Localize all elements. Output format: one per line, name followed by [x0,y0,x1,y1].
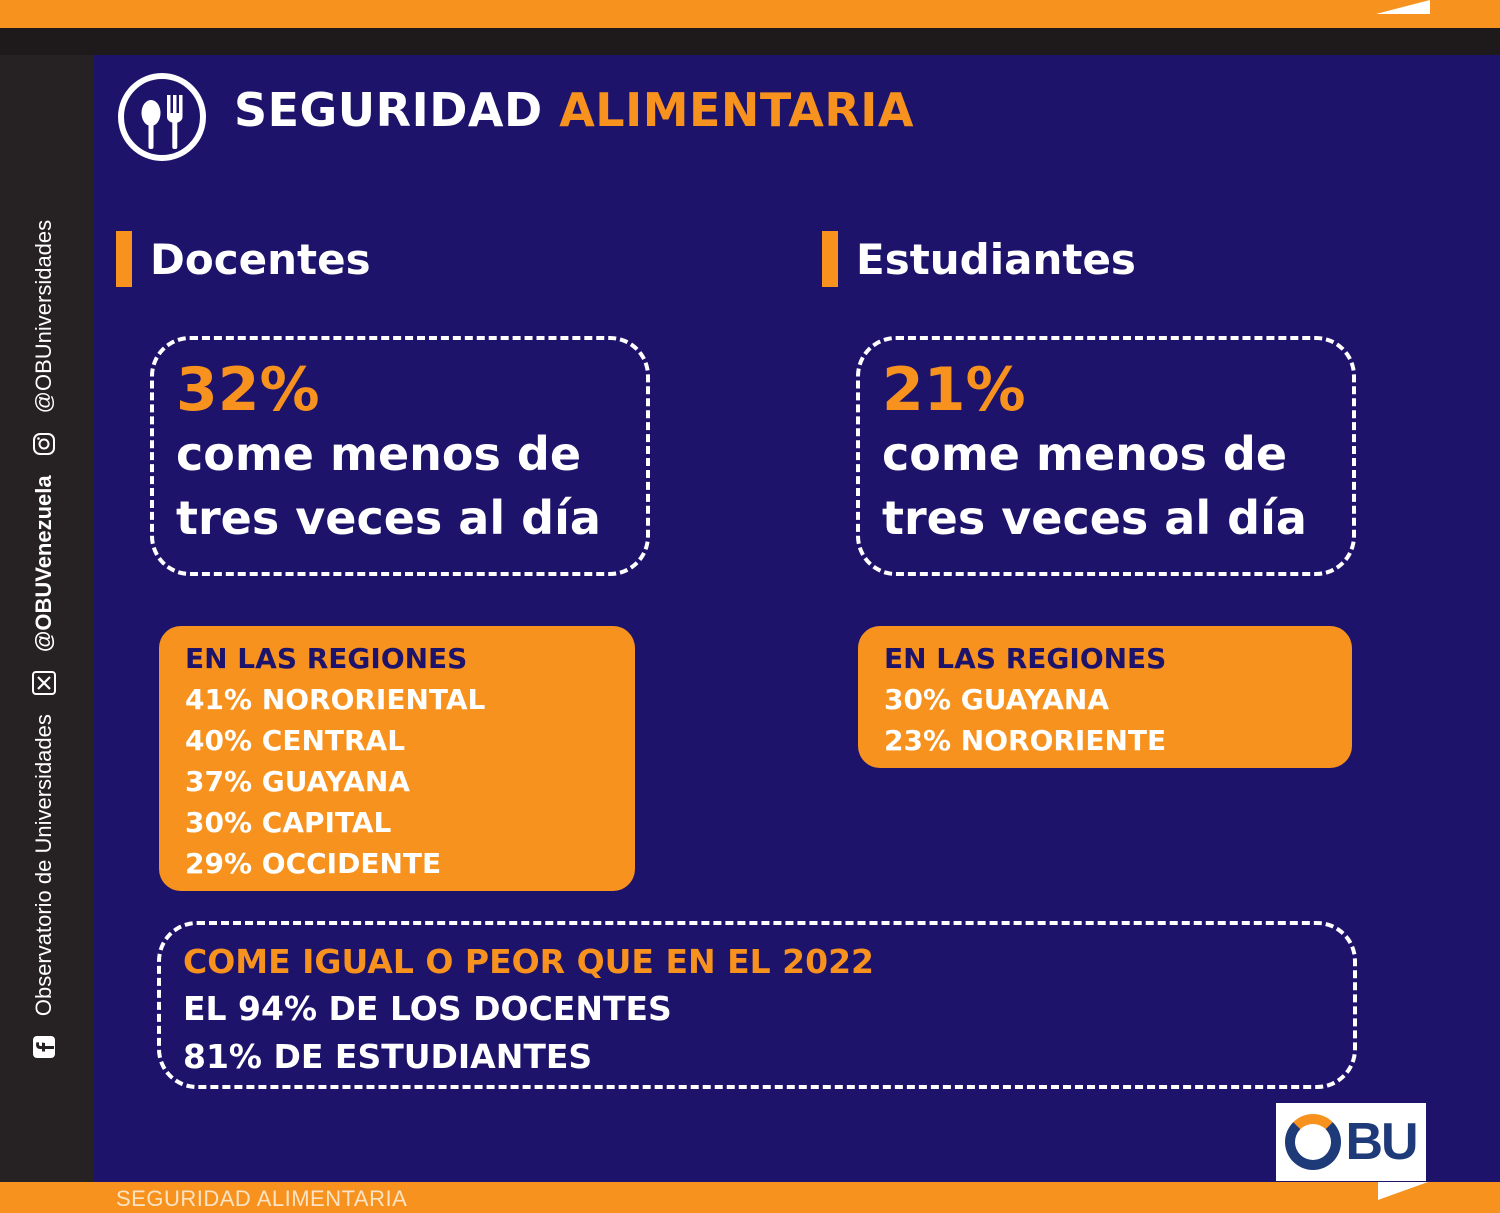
estudiantes-stat-box: 21% come menos de tres veces al día [856,336,1356,576]
logo-text: BU [1345,1113,1418,1171]
estudiantes-heading: Estudiantes [822,231,1136,287]
facebook-icon[interactable] [31,1034,57,1060]
region-item: 30% GUAYANA [884,683,1109,716]
estudiantes-regions-box: EN LAS REGIONES 30% GUAYANA 23% NORORIEN… [858,626,1352,768]
main-panel: SEGURIDAD ALIMENTARIA Docentes 32% come … [94,55,1500,1182]
instagram-handle[interactable]: @OBUniversidades [31,219,56,414]
comparison-title: COME IGUAL O PEOR QUE EN EL 2022 [183,942,875,981]
estudiantes-percent: 21% [882,355,1026,425]
docentes-desc-line1: come menos de [176,427,582,481]
estudiantes-desc-line1: come menos de [882,427,1288,481]
comparison-docentes: EL 94% DE LOS DOCENTES [183,989,672,1028]
docentes-regions-title: EN LAS REGIONES [185,642,468,675]
estudiantes-desc-line2: tres veces al día [882,491,1307,545]
estudiantes-regions-title: EN LAS REGIONES [884,642,1167,675]
logo-ring-icon [1285,1114,1342,1170]
region-item: 30% CAPITAL [185,806,392,839]
bottom-orange-bar: SEGURIDAD ALIMENTARIA [0,1182,1500,1213]
docentes-label: Docentes [150,234,371,284]
footer-text: SEGURIDAD ALIMENTARIA [116,1186,408,1211]
social-sidebar [0,55,94,1182]
docentes-percent: 32% [176,355,320,425]
x-icon[interactable] [31,670,57,696]
region-item: 23% NORORIENTE [884,724,1167,757]
region-item: 41% NORORIENTAL [185,683,486,716]
title-accent: ALIMENTARIA [559,83,914,137]
docentes-regions-box: EN LAS REGIONES 41% NORORIENTAL 40% CENT… [159,626,635,891]
region-item: 37% GUAYANA [185,765,410,798]
obu-logo: BU [1276,1103,1426,1181]
comparison-estudiantes: 81% DE ESTUDIANTES [183,1037,593,1076]
bottom-corner-tab [1378,1182,1428,1200]
section-marker [116,231,132,287]
title-main: SEGURIDAD [234,83,543,137]
comparison-box: COME IGUAL O PEOR QUE EN EL 2022 EL 94% … [157,921,1357,1089]
docentes-desc-line2: tres veces al día [176,491,601,545]
page-title: SEGURIDAD ALIMENTARIA [234,83,914,137]
docentes-stat-box: 32% come menos de tres veces al día [150,336,650,576]
facebook-page-name[interactable]: Observatorio de Universidades [31,714,56,1017]
section-marker [822,231,838,287]
fork-spoon-icon [118,73,206,161]
instagram-icon[interactable] [31,431,57,457]
estudiantes-label: Estudiantes [856,234,1136,284]
top-orange-bar [0,0,1500,28]
region-item: 40% CENTRAL [185,724,406,757]
social-sidebar-content: Observatorio de Universidades @OBUVenezu… [27,140,61,1140]
docentes-heading: Docentes [116,231,371,287]
region-item: 29% OCCIDENTE [185,847,442,880]
x-handle[interactable]: @OBUVenezuela [31,475,56,653]
